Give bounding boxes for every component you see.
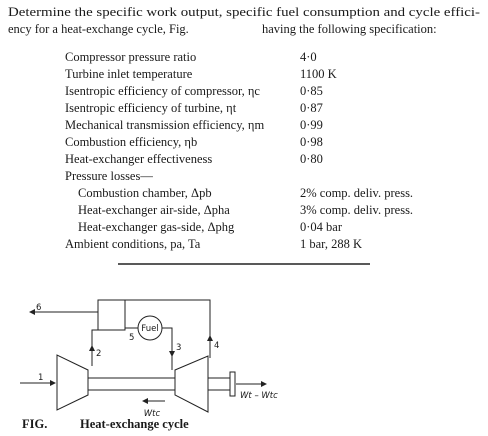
spec-value: 0·99 [300, 118, 323, 132]
station-label: 2 [96, 349, 101, 359]
station-label: 5 [129, 333, 134, 343]
station-label: 6 [36, 303, 41, 313]
spec-value: 0·87 [300, 101, 323, 115]
coupling [229, 371, 236, 397]
station-label: 4 [214, 341, 219, 351]
spec-label: Compressor pressure ratio [65, 50, 196, 64]
problem-text: having the following specification: [262, 22, 437, 36]
spec-label: Heat-exchanger gas-side, Δphg [78, 220, 235, 234]
problem-text: Determine the specific work output, spec… [8, 5, 480, 19]
spec-value: 2% comp. deliv. press. [300, 186, 413, 200]
spec-label: Pressure losses— [65, 169, 153, 183]
spec-label: Ambient conditions, pa, Ta [65, 237, 201, 251]
spec-value: 1 bar, 288 K [300, 237, 362, 251]
spec-value: 1100 K [300, 67, 337, 81]
spec-value: 0·85 [300, 84, 323, 98]
work-label: Wtc [144, 409, 161, 419]
work-label: Wt – Wtc [240, 391, 278, 401]
spec-label: Combustion chamber, Δpb [78, 186, 212, 200]
problem-text: ency for a heat-exchange cycle, Fig. [8, 22, 189, 36]
spec-label: Isentropic efficiency of turbine, ηt [65, 101, 237, 115]
spec-value: 4·0 [300, 50, 317, 64]
spec-value: 3% comp. deliv. press. [300, 203, 413, 217]
spec-label: Isentropic efficiency of compressor, ηc [65, 84, 260, 98]
caption-label: FIG. [22, 417, 47, 431]
station-label: 3 [176, 343, 181, 353]
spec-label: Turbine inlet temperature [65, 67, 193, 81]
spec-label: Combustion efficiency, ηb [65, 135, 197, 149]
spec-label: Heat-exchanger air-side, Δpha [78, 203, 230, 217]
spec-value: 0·98 [300, 135, 323, 149]
spec-label: Heat-exchanger effectiveness [65, 152, 212, 166]
specification: Compressor pressure ratio 4·0 Turbine in… [65, 50, 413, 251]
pipe [162, 327, 173, 370]
spec-value: 0·04 bar [300, 220, 343, 234]
heat-exchanger [97, 299, 126, 331]
cycle-diagram: 1 2 3 4 5 6 Fuel Wtc Wt – Wtc [20, 299, 278, 419]
fuel-label: Fuel [141, 324, 158, 334]
compressor [56, 354, 89, 411]
pipe [91, 329, 98, 366]
spec-value: 0·80 [300, 152, 323, 166]
caption-title: Heat-exchange cycle [80, 417, 189, 431]
station-label: 1 [38, 373, 43, 383]
turbine [174, 355, 209, 413]
spec-label: Mechanical transmission efficiency, ηm [65, 118, 264, 132]
